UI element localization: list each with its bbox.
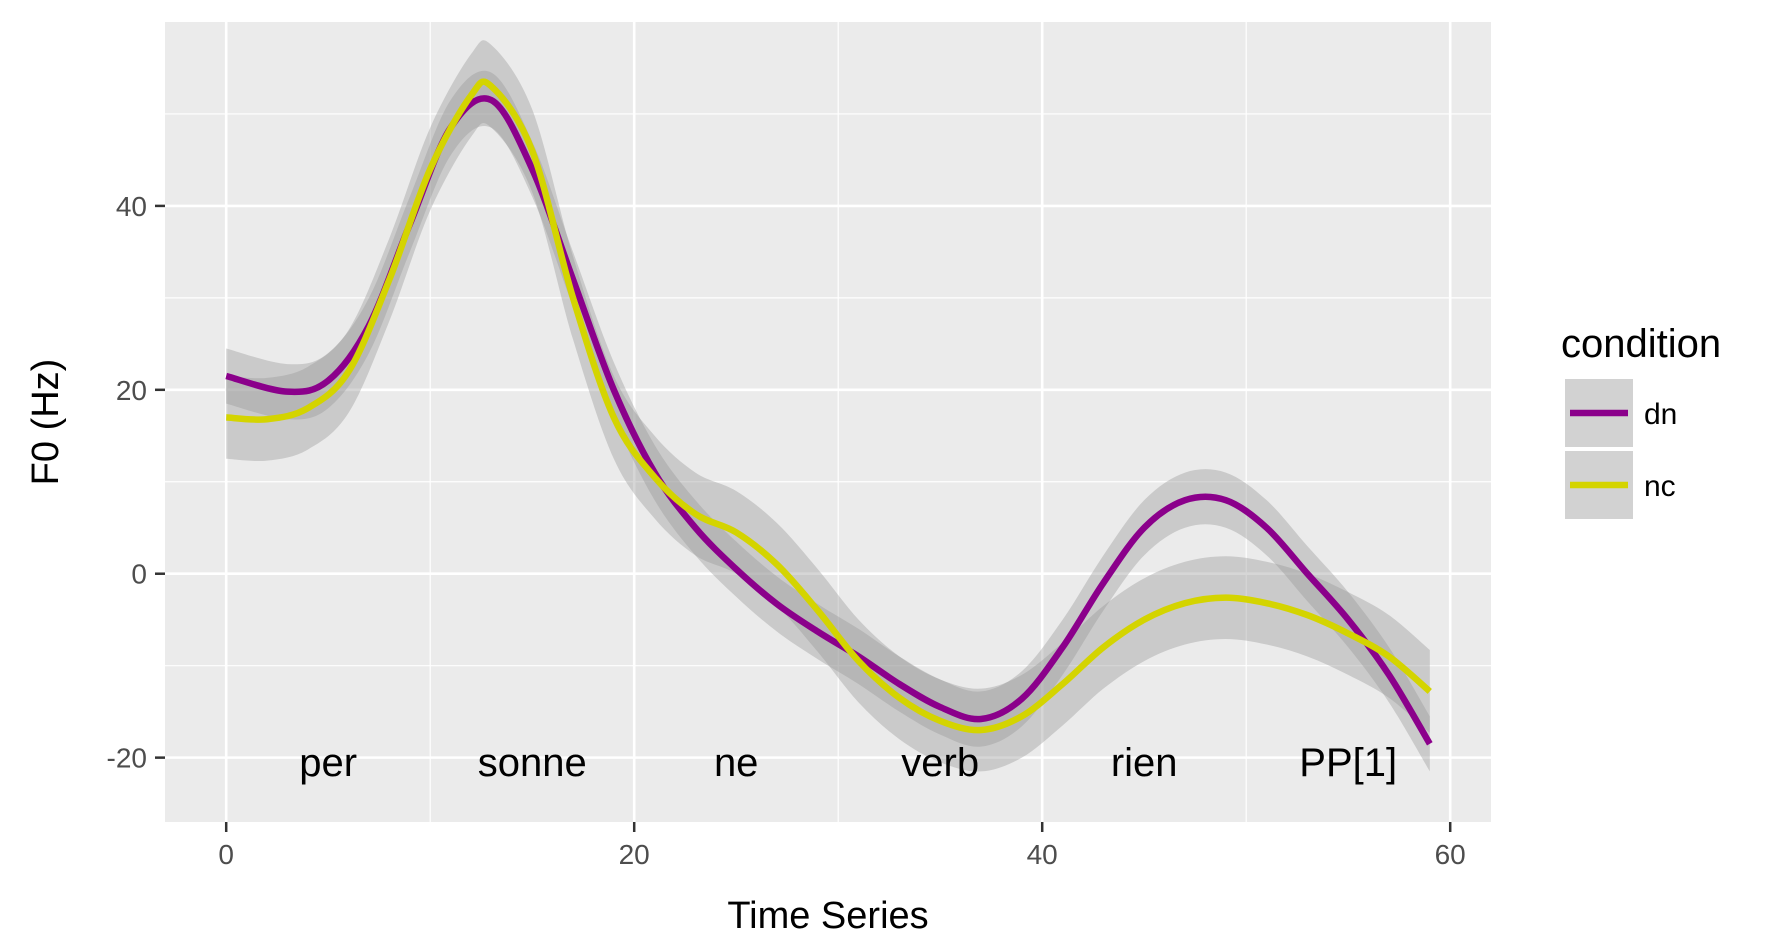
x-tick-label: 0 [218, 839, 234, 870]
y-axis: -20 0 20 40 [107, 191, 165, 774]
grid-major [165, 22, 1491, 822]
x-tick-label: 60 [1435, 839, 1466, 870]
annotation-sonne: sonne [478, 741, 587, 785]
word-annotations: per sonne ne verb rien PP[1] [299, 741, 1397, 785]
y-axis-title: F0 (Hz) [25, 359, 67, 486]
x-axis-title: Time Series [727, 895, 928, 937]
legend-label-dn: dn [1644, 398, 1677, 431]
panel-background [165, 22, 1491, 822]
annotation-per: per [299, 741, 357, 785]
series-lines [225, 78, 1433, 746]
series-line-nc [225, 78, 1432, 734]
x-axis: 0 20 40 60 [218, 822, 1466, 870]
confidence-band-dn [226, 70, 1430, 772]
y-tick-label: -20 [107, 743, 147, 774]
y-tick-label: 0 [131, 559, 147, 590]
confidence-band-nc [226, 40, 1430, 772]
legend-title: condition [1561, 322, 1721, 366]
legend-label-nc: nc [1644, 470, 1676, 503]
annotation-ne: ne [714, 741, 759, 785]
grid-minor [165, 22, 1491, 822]
annotation-verb: verb [901, 741, 979, 785]
y-tick-label: 40 [116, 191, 147, 222]
annotation-pp1: PP[1] [1299, 741, 1397, 785]
x-tick-label: 40 [1027, 839, 1058, 870]
x-tick-label: 20 [619, 839, 650, 870]
annotation-rien: rien [1111, 741, 1178, 785]
confidence-bands [226, 40, 1430, 772]
legend: condition dn nc [1561, 322, 1721, 521]
y-tick-label: 20 [116, 375, 147, 406]
